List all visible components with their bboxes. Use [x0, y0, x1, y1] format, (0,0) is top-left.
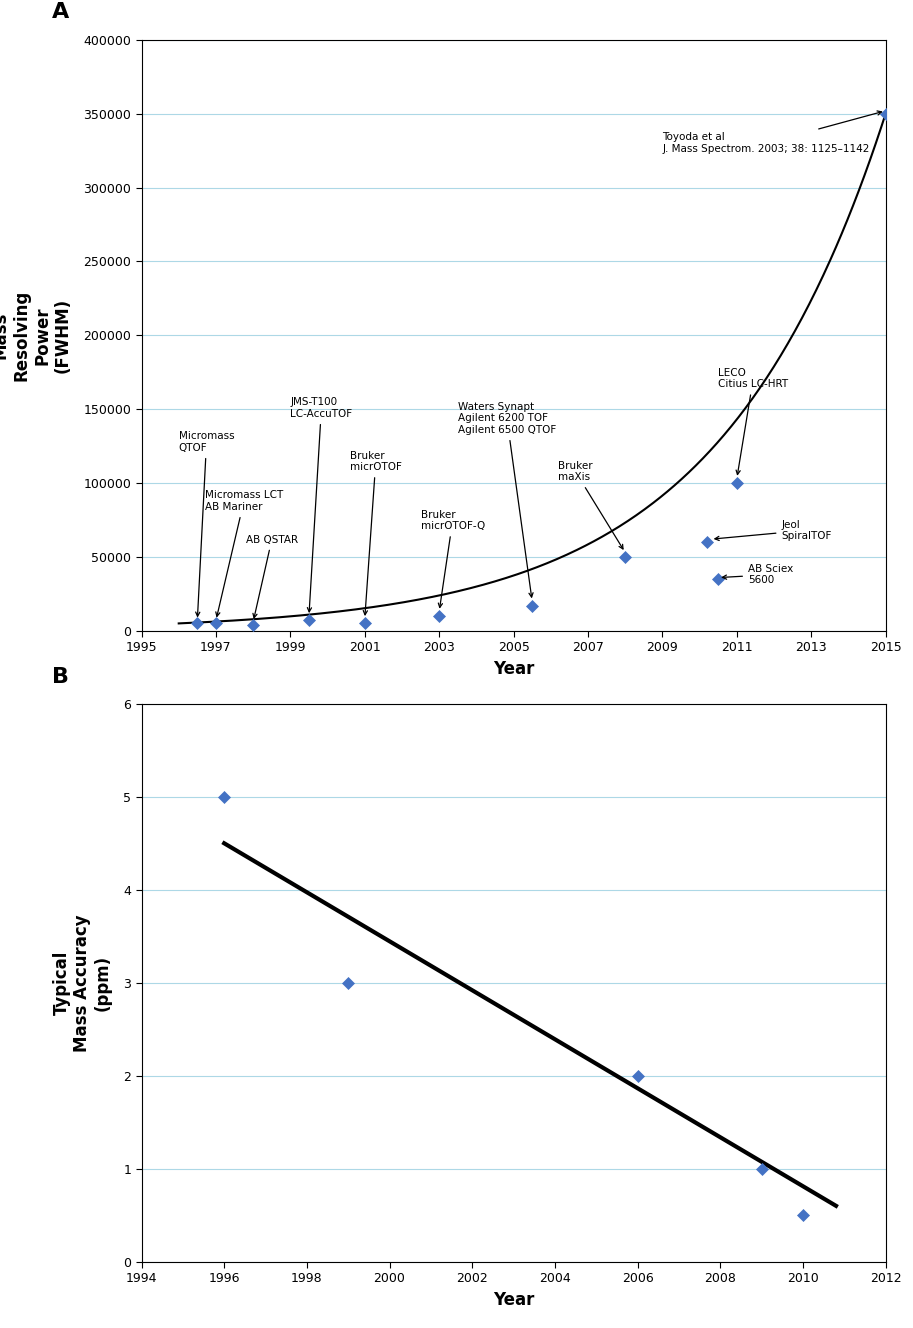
X-axis label: Year: Year: [493, 660, 534, 677]
Text: Bruker
micrOTOF: Bruker micrOTOF: [350, 450, 402, 615]
Text: AB Sciex
5600: AB Sciex 5600: [722, 564, 793, 586]
Y-axis label: Mass
Resolving
Power
(FWHM): Mass Resolving Power (FWHM): [0, 290, 72, 381]
Text: JMS-T100
LC-AccuTOF: JMS-T100 LC-AccuTOF: [290, 397, 352, 612]
Text: Micromass LCT
AB Mariner: Micromass LCT AB Mariner: [205, 490, 283, 616]
Text: LECO
Citius LC-HRT: LECO Citius LC-HRT: [719, 368, 788, 474]
Text: Jeol
SpiralTOF: Jeol SpiralTOF: [715, 519, 832, 540]
Y-axis label: Typical
Mass Accuracy
(ppm): Typical Mass Accuracy (ppm): [52, 914, 112, 1052]
X-axis label: Year: Year: [493, 1291, 534, 1308]
Text: Micromass
QTOF: Micromass QTOF: [179, 432, 235, 616]
Text: A: A: [52, 3, 69, 23]
Text: Toyoda et al
J. Mass Spectrom. 2003; 38: 1125–1142: Toyoda et al J. Mass Spectrom. 2003; 38:…: [663, 112, 882, 154]
Text: AB QSTAR: AB QSTAR: [246, 535, 298, 618]
Text: Bruker
maXis: Bruker maXis: [558, 461, 623, 548]
Text: Bruker
micrOTOF-Q: Bruker micrOTOF-Q: [421, 510, 485, 607]
Text: B: B: [52, 667, 69, 687]
Text: Waters Synapt
Agilent 6200 TOF
Agilent 6500 QTOF: Waters Synapt Agilent 6200 TOF Agilent 6…: [457, 402, 556, 598]
